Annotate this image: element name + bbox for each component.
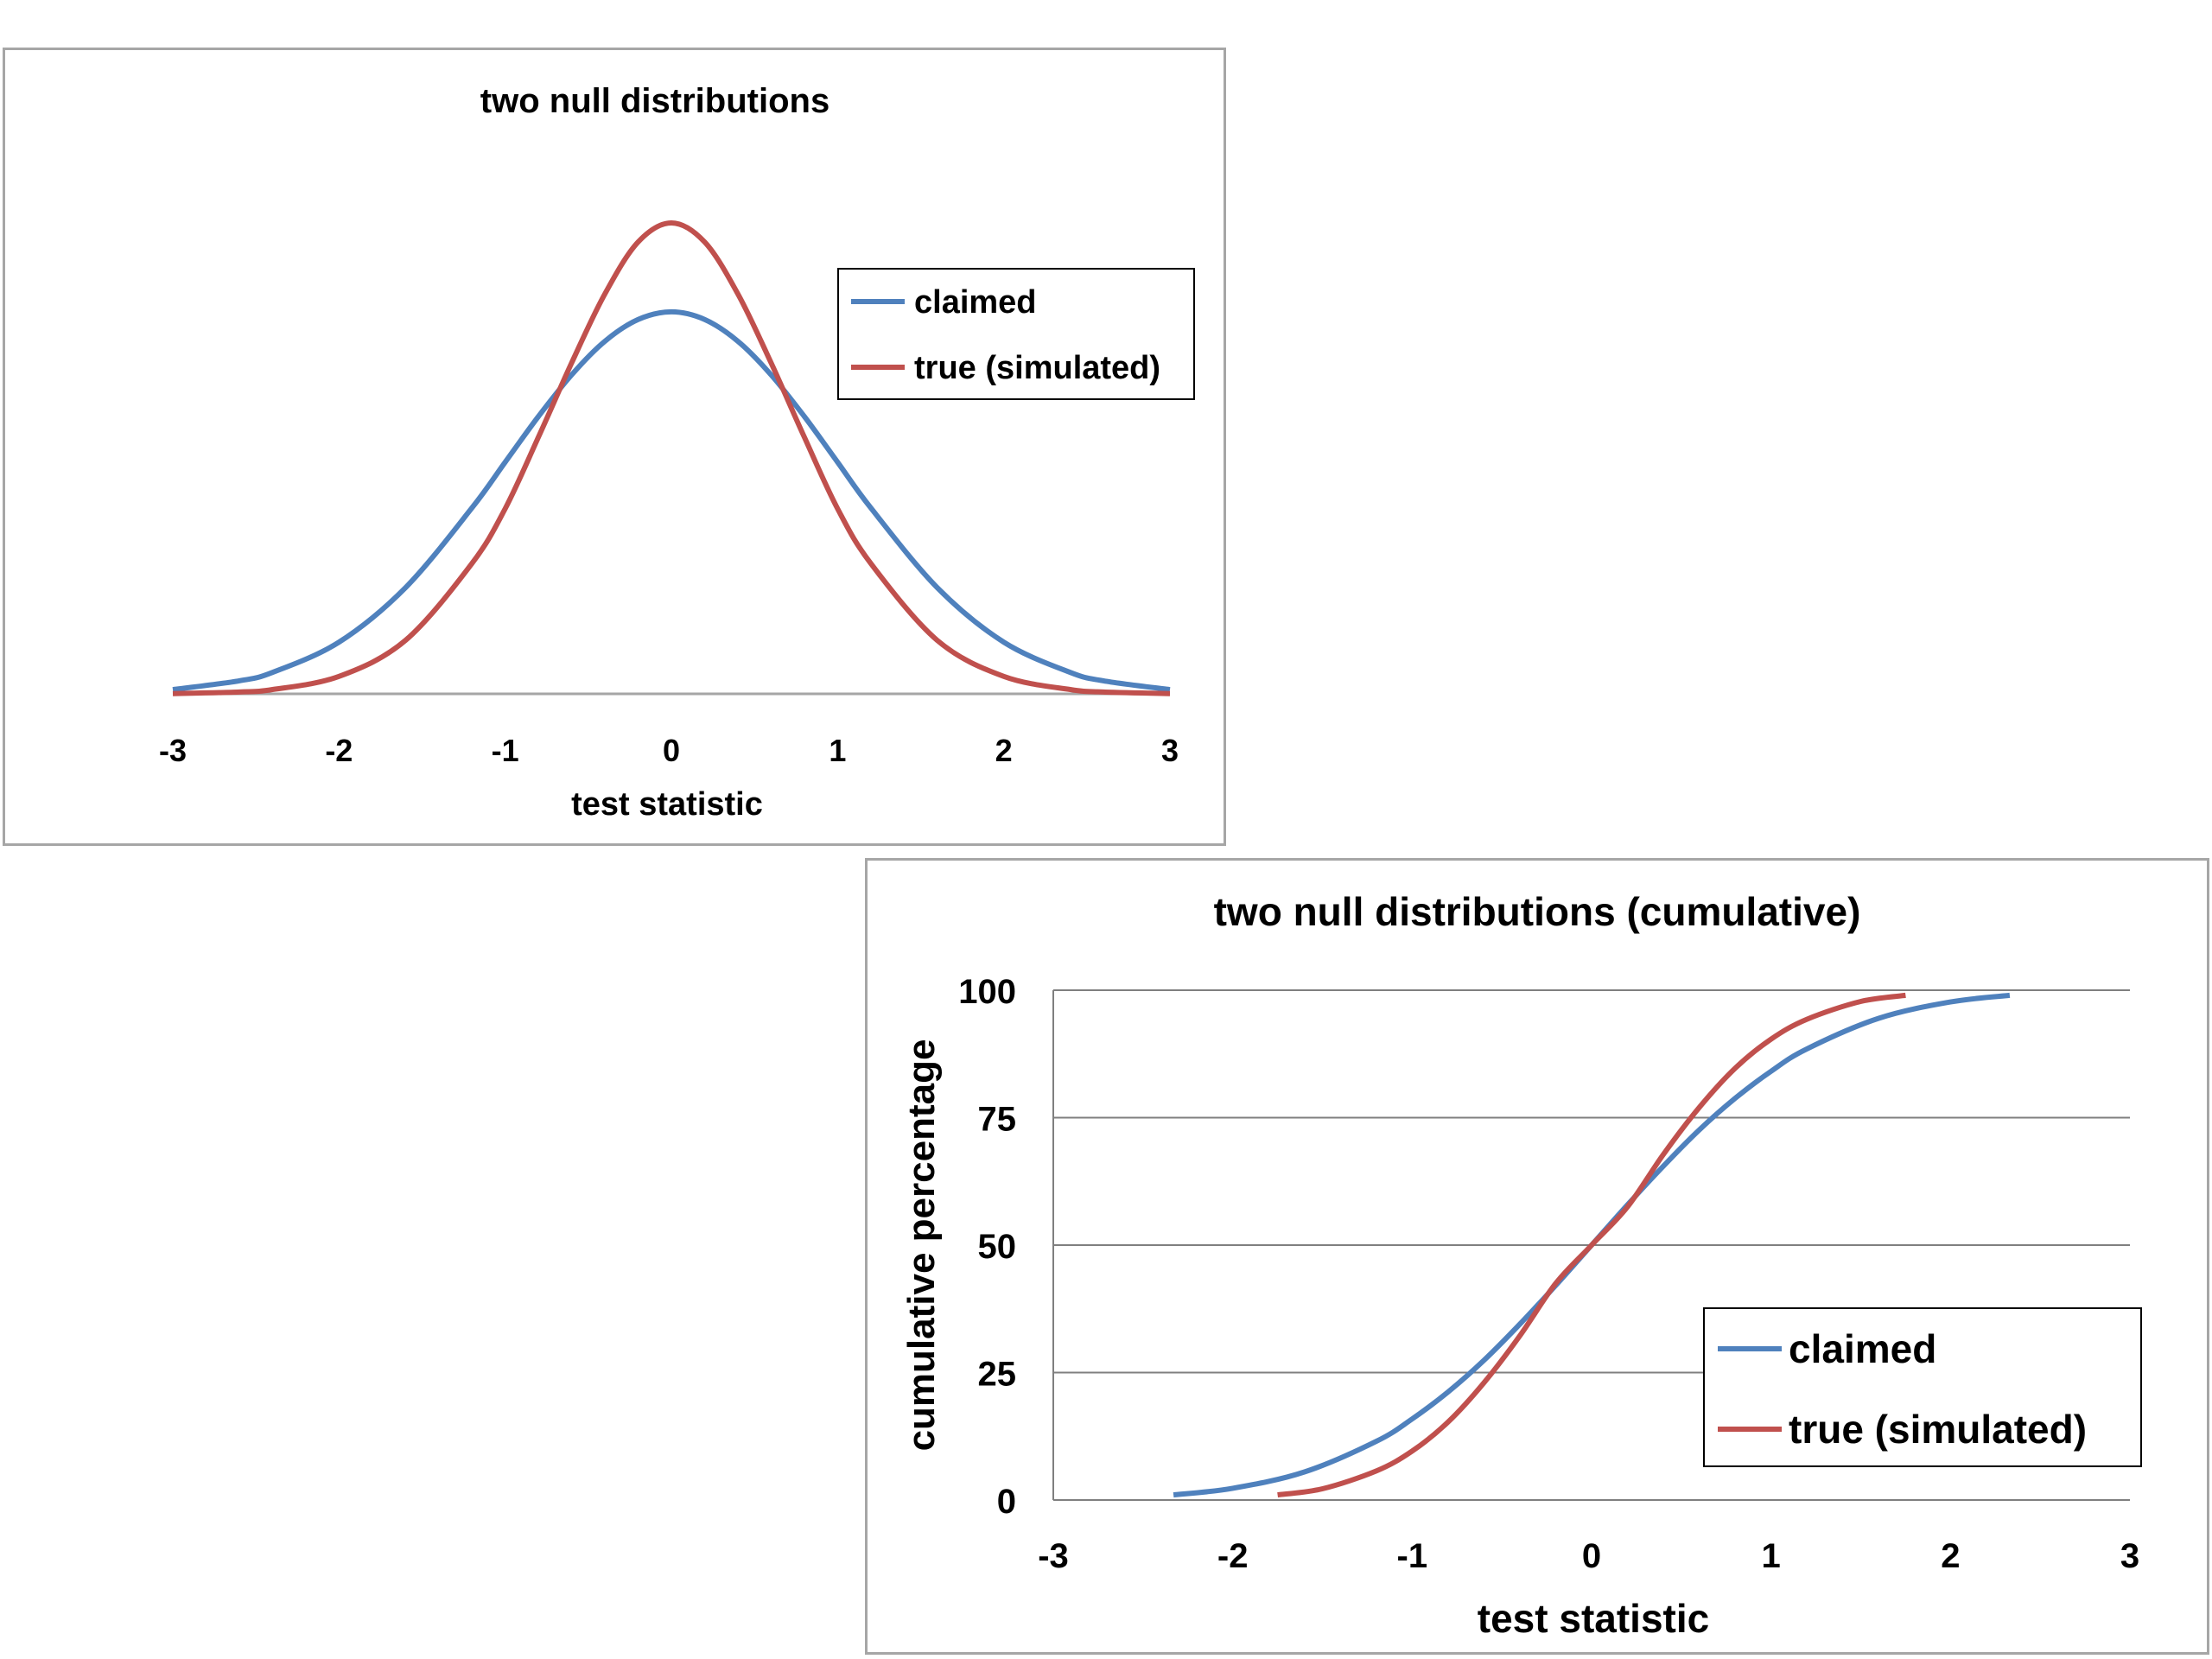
x-tick-label: 3 [2120, 1537, 2139, 1575]
x-tick-label: -3 [1038, 1537, 1069, 1575]
x-tick-label: -3 [159, 733, 187, 768]
chart-title: two null distributions [480, 82, 830, 120]
x-tick-label: 1 [1762, 1537, 1781, 1575]
density-chart: two null distributions -3 -2 -1 0 1 2 3 test sta… [3, 48, 1226, 846]
series-line-claimed [172, 308, 1171, 693]
legend: claimed true (simulated) [1703, 1307, 2142, 1467]
x-tick-label: 1 [829, 733, 846, 768]
chart-title: two null distributions (cumulative) [1214, 889, 1861, 934]
x-axis-label: test statistic [571, 786, 763, 823]
y-axis-label: cumulative percentage [900, 1039, 943, 1452]
x-tick-label: -1 [492, 733, 519, 768]
legend-label: true (simulated) [1789, 1407, 2087, 1452]
y-tick-label: 100 [958, 973, 1016, 1011]
y-tick-label: 0 [997, 1483, 1016, 1521]
x-tick-label: 2 [1941, 1537, 1960, 1575]
cumulative-chart: two null distributions (cumulative) 0 25 50… [865, 858, 2209, 1655]
x-tick-label: -2 [325, 733, 353, 768]
x-tick-label: 0 [663, 733, 680, 768]
cumulative-chart-svg: two null distributions (cumulative) 0 25 50… [900, 889, 2142, 1641]
legend-label: claimed [914, 284, 1037, 321]
density-chart-svg: two null distributions -3 -2 -1 0 1 2 3 test sta… [159, 82, 1195, 823]
legend-label: claimed [1789, 1326, 1936, 1371]
y-tick-label: 75 [978, 1101, 1017, 1139]
legend-label: true (simulated) [914, 350, 1160, 386]
y-tick-label: 25 [978, 1356, 1017, 1394]
x-tick-label: 0 [1582, 1537, 1601, 1575]
x-axis-label: test statistic [1478, 1596, 1709, 1641]
series-line-true-simulated [1277, 992, 1906, 1498]
x-tick-label: 2 [995, 733, 1013, 768]
legend-box [837, 268, 1195, 400]
series-line-true-simulated [172, 220, 1171, 696]
x-tick-label: -2 [1217, 1537, 1249, 1575]
legend: claimed true (simulated) [837, 268, 1195, 400]
x-tick-label: -1 [1397, 1537, 1428, 1575]
y-tick-label: 50 [978, 1228, 1017, 1266]
legend-box [1703, 1307, 2142, 1467]
x-tick-label: 3 [1161, 733, 1179, 768]
